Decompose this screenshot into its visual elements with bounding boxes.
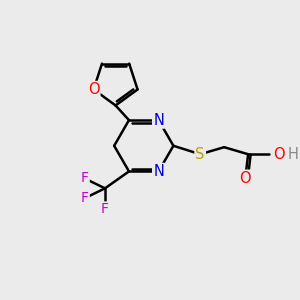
Text: F: F [81, 191, 89, 205]
Text: H: H [288, 147, 298, 162]
Text: O: O [239, 171, 251, 186]
Text: O: O [88, 82, 99, 97]
Text: N: N [153, 112, 164, 128]
Text: F: F [101, 202, 109, 217]
Text: O: O [274, 147, 285, 162]
Text: F: F [81, 172, 89, 185]
Text: S: S [196, 147, 205, 162]
Text: N: N [153, 164, 164, 179]
